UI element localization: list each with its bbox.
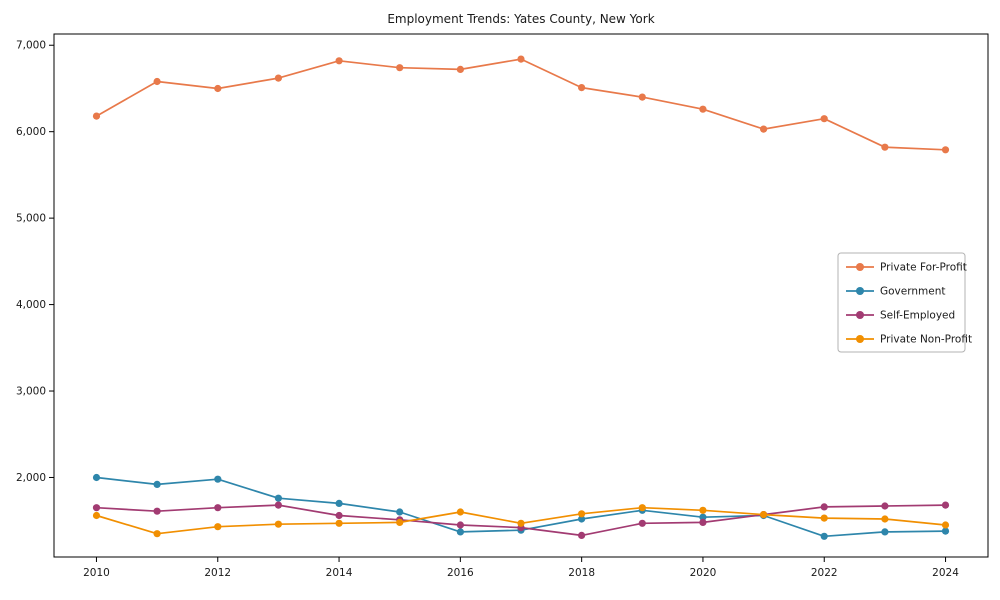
- data-point-private-for-profit-2022: [820, 115, 828, 123]
- data-point-private-non-profit-2013: [274, 520, 282, 528]
- data-point-private-for-profit-2014: [335, 57, 343, 65]
- data-point-private-for-profit-2019: [638, 93, 646, 101]
- data-point-private-non-profit-2023: [881, 515, 889, 523]
- x-axis-tick-label: 2012: [204, 567, 231, 579]
- data-point-private-for-profit-2021: [760, 125, 768, 133]
- data-point-private-for-profit-2011: [153, 77, 161, 86]
- y-axis-tick-label: 3,000: [16, 386, 46, 398]
- data-point-private-non-profit-2014: [335, 519, 343, 527]
- data-point-private-non-profit-2024: [941, 521, 950, 529]
- y-axis-tick-label: 6,000: [16, 126, 46, 138]
- data-point-self-employed-2018: [578, 531, 586, 540]
- data-point-private-non-profit-2017: [517, 519, 525, 527]
- data-point-private-for-profit-2016: [456, 65, 464, 73]
- data-point-government-2012: [214, 475, 222, 483]
- data-point-self-employed-2023: [881, 502, 889, 510]
- data-point-private-non-profit-2010: [92, 511, 101, 520]
- data-point-private-for-profit-2020: [699, 105, 707, 113]
- data-point-private-non-profit-2019: [638, 504, 646, 512]
- chart-title: Employment Trends: Yates County, New Yor…: [387, 12, 654, 26]
- x-axis-tick-label: 2016: [447, 567, 474, 579]
- data-point-government-2013: [274, 494, 282, 502]
- data-point-self-employed-2012: [214, 504, 222, 512]
- data-point-government-2010: [92, 473, 101, 482]
- plot-area: [53, 33, 989, 558]
- data-point-private-non-profit-2020: [699, 506, 707, 514]
- data-point-government-2018: [578, 515, 586, 523]
- data-point-private-for-profit-2024: [941, 146, 950, 154]
- legend-marker-private-non-profit: [856, 335, 864, 343]
- data-point-self-employed-2014: [335, 511, 343, 520]
- legend-marker-self-employed: [856, 311, 864, 319]
- data-point-private-non-profit-2012: [214, 523, 222, 531]
- data-point-self-employed-2020: [699, 518, 707, 527]
- data-point-self-employed-2019: [638, 519, 646, 527]
- legend-label-government: Government: [880, 286, 945, 298]
- data-point-government-2022: [820, 532, 828, 540]
- data-point-government-2023: [881, 528, 889, 536]
- legend-label-private-non-profit: Private Non-Profit: [880, 334, 972, 346]
- data-point-private-for-profit-2013: [274, 74, 282, 82]
- data-point-government-2020: [699, 513, 707, 521]
- data-point-self-employed-2011: [153, 507, 161, 515]
- data-point-private-for-profit-2015: [396, 64, 404, 72]
- legend-marker-government: [856, 287, 864, 295]
- y-axis-tick-label: 5,000: [16, 213, 46, 225]
- data-point-government-2016: [456, 528, 464, 536]
- data-point-private-non-profit-2021: [760, 510, 768, 519]
- y-axis-tick-label: 7,000: [16, 40, 46, 52]
- legend-label-self-employed: Self-Employed: [880, 310, 955, 322]
- data-point-self-employed-2013: [274, 501, 282, 509]
- data-point-government-2015: [396, 508, 404, 516]
- data-point-private-for-profit-2010: [92, 112, 101, 120]
- x-axis-tick-label: 2022: [811, 567, 838, 579]
- data-point-government-2024: [941, 527, 950, 535]
- y-axis-tick-label: 4,000: [16, 299, 46, 311]
- data-point-government-2011: [153, 480, 161, 488]
- data-point-private-non-profit-2016: [456, 508, 464, 516]
- x-axis-tick-label: 2014: [326, 567, 353, 579]
- legend-label-private-for-profit: Private For-Profit: [880, 262, 967, 274]
- data-point-private-non-profit-2011: [153, 530, 161, 538]
- data-point-private-for-profit-2018: [578, 84, 586, 92]
- data-point-private-for-profit-2012: [214, 84, 222, 93]
- data-point-self-employed-2024: [941, 501, 950, 509]
- x-axis-tick-label: 2024: [932, 567, 959, 579]
- y-axis-tick-label: 2,000: [16, 472, 46, 484]
- data-point-government-2014: [335, 499, 343, 507]
- legend-marker-private-for-profit: [856, 263, 864, 271]
- legend-box: [837, 252, 966, 353]
- data-point-private-non-profit-2022: [820, 514, 828, 522]
- x-axis-tick-label: 2020: [690, 567, 717, 579]
- data-point-private-for-profit-2023: [881, 143, 889, 151]
- x-axis-tick-label: 2010: [83, 567, 110, 579]
- data-point-private-non-profit-2015: [396, 518, 404, 527]
- data-point-private-non-profit-2018: [578, 510, 586, 518]
- data-point-private-for-profit-2017: [517, 55, 525, 63]
- data-point-self-employed-2016: [456, 521, 464, 529]
- data-point-self-employed-2022: [820, 503, 828, 511]
- x-axis-tick-label: 2018: [568, 567, 595, 579]
- data-point-self-employed-2010: [92, 504, 101, 512]
